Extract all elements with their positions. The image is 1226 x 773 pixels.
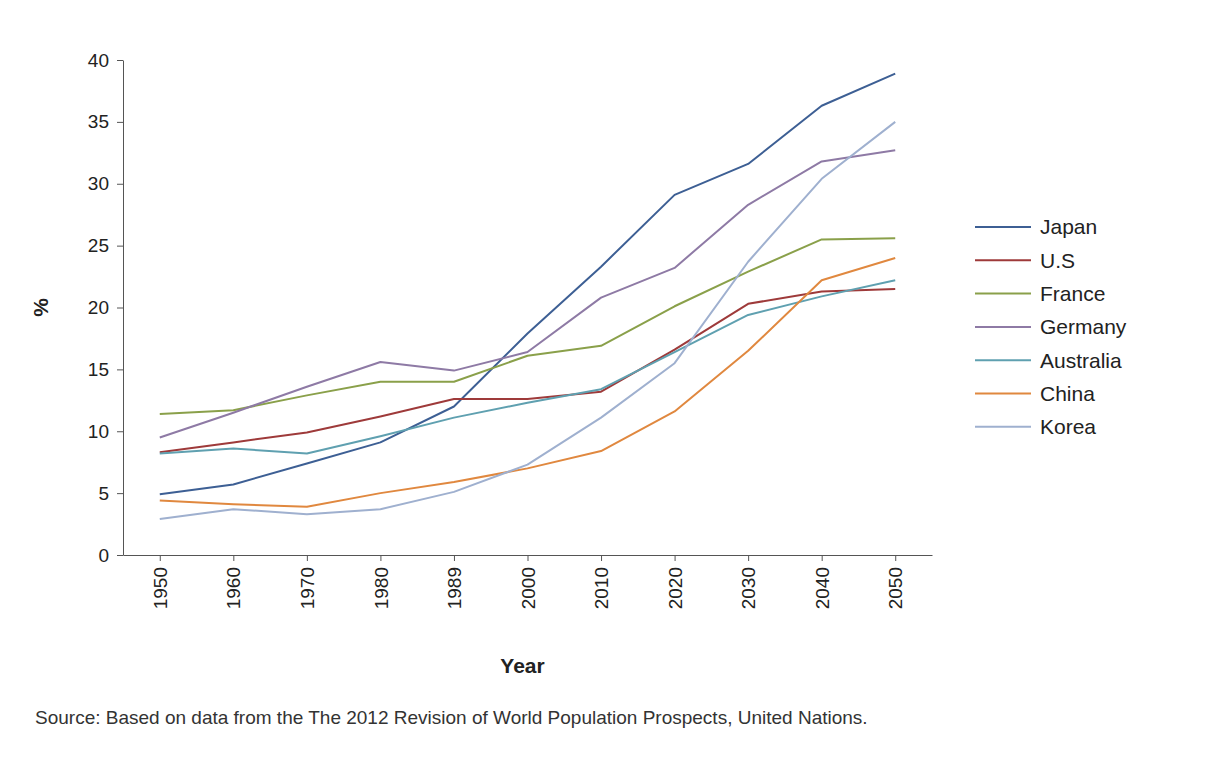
x-tick-mark xyxy=(601,555,602,561)
x-tick-label: 2040 xyxy=(812,567,833,609)
x-tick-label: 2000 xyxy=(518,567,539,609)
x-tick: 1970 xyxy=(297,555,318,609)
legend-swatch xyxy=(975,293,1031,295)
y-tick-mark xyxy=(117,555,123,556)
y-tick: 0 xyxy=(98,545,123,566)
x-tick-label: 1960 xyxy=(223,567,244,609)
chart: 0 5 10 15 20 25 30 35 40 1950 1960 1970 1980 1989 2000… xyxy=(0,0,1226,773)
x-tick-label: 2030 xyxy=(738,567,759,609)
x-tick-mark xyxy=(675,555,676,561)
legend-label: U.S xyxy=(1040,249,1075,272)
x-tick-label: 1980 xyxy=(371,567,392,609)
legend-swatch xyxy=(975,326,1031,328)
y-tick-label: 15 xyxy=(88,359,109,380)
y-tick: 5 xyxy=(98,483,123,504)
y-tick-label: 20 xyxy=(88,297,109,318)
x-tick-mark xyxy=(307,555,308,561)
x-tick-mark xyxy=(233,555,234,561)
series-line xyxy=(160,74,895,495)
y-tick-label: 25 xyxy=(88,235,109,256)
y-axis-line xyxy=(123,61,124,556)
legend-label: Germany xyxy=(1040,315,1127,338)
y-tick: 15 xyxy=(88,359,123,380)
x-tick-label: 2050 xyxy=(885,567,906,609)
legend-label: Japan xyxy=(1040,215,1097,238)
y-tick: 30 xyxy=(88,173,123,194)
x-tick: 1989 xyxy=(444,555,465,609)
y-tick-mark xyxy=(117,493,123,494)
x-tick: 2000 xyxy=(518,555,539,609)
series-line xyxy=(160,280,895,453)
y-tick-label: 10 xyxy=(88,421,109,442)
legend-label: Korea xyxy=(1040,415,1096,438)
y-tick: 10 xyxy=(88,421,123,442)
legend-label: Australia xyxy=(1040,349,1122,372)
legend-swatch xyxy=(975,226,1031,228)
y-tick-label: 0 xyxy=(98,545,109,566)
y-tick-label: 35 xyxy=(88,111,109,132)
legend-swatch xyxy=(975,393,1031,395)
y-tick: 40 xyxy=(88,50,123,71)
legend-swatch xyxy=(975,359,1031,361)
x-tick: 2050 xyxy=(885,555,906,609)
lines xyxy=(160,74,895,519)
x-tick: 1980 xyxy=(371,555,392,609)
x-tick-mark xyxy=(380,555,381,561)
x-tick: 2010 xyxy=(591,555,612,609)
y-tick-label: 5 xyxy=(98,483,109,504)
y-tick: 25 xyxy=(88,235,123,256)
y-tick-mark xyxy=(117,122,123,123)
y-tick-mark xyxy=(117,184,123,185)
x-tick-label: 1970 xyxy=(297,567,318,609)
x-tick-label: 2020 xyxy=(665,567,686,609)
x-tick: 1950 xyxy=(150,555,171,609)
y-tick: 35 xyxy=(88,111,123,132)
series-line xyxy=(160,150,895,437)
y-tick-mark xyxy=(117,60,123,61)
x-tick: 2040 xyxy=(812,555,833,609)
x-tick-mark xyxy=(822,555,823,561)
y-tick-label: 40 xyxy=(88,50,109,71)
series-line xyxy=(160,258,895,507)
y-axis: 0 5 10 15 20 25 30 35 40 xyxy=(88,50,124,566)
x-tick: 2020 xyxy=(665,555,686,609)
series-line xyxy=(160,289,895,452)
source-note: Source: Based on data from the The 2012 … xyxy=(35,707,868,728)
legend: Japan U.S France Germany Australia China Korea xyxy=(975,215,1127,438)
y-axis-title: % xyxy=(29,298,52,317)
y-tick-mark xyxy=(117,431,123,432)
x-tick-mark xyxy=(528,555,529,561)
x-tick-mark xyxy=(895,555,896,561)
y-tick-mark xyxy=(117,246,123,247)
x-tick-label: 1950 xyxy=(150,567,171,609)
x-tick: 2030 xyxy=(738,555,759,609)
x-tick-mark xyxy=(454,555,455,561)
legend-swatch xyxy=(975,426,1031,428)
x-tick-label: 1989 xyxy=(444,567,465,609)
series-line xyxy=(160,238,895,414)
legend-label: France xyxy=(1040,282,1105,305)
x-axis-title: Year xyxy=(500,654,544,677)
x-tick-mark xyxy=(748,555,749,561)
legend-swatch xyxy=(975,259,1031,261)
y-tick-label: 30 xyxy=(88,173,109,194)
x-tick-mark xyxy=(160,555,161,561)
legend-label: China xyxy=(1040,382,1095,405)
y-tick-mark xyxy=(117,308,123,309)
y-tick-mark xyxy=(117,369,123,370)
x-tick: 1960 xyxy=(223,555,244,609)
y-tick: 20 xyxy=(88,297,123,318)
x-tick-label: 2010 xyxy=(591,567,612,609)
x-axis: 1950 1960 1970 1980 1989 2000 2010 2020 2030 2040… xyxy=(124,555,933,609)
series-line xyxy=(160,122,895,519)
